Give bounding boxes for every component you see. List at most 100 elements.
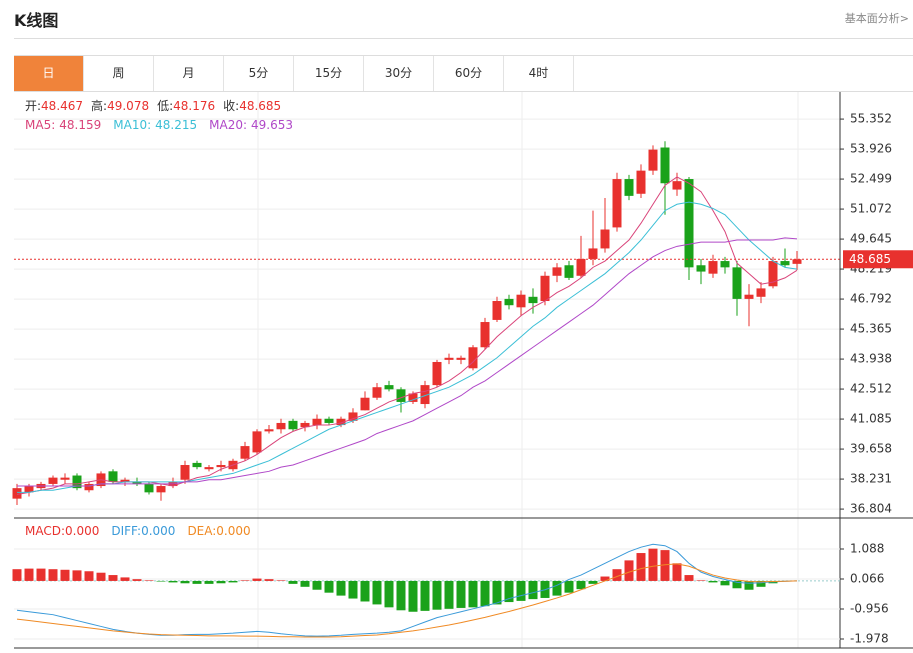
period-tab[interactable]: 30分: [364, 56, 434, 91]
macd-bar: [648, 548, 658, 581]
macd-bar: [60, 569, 70, 581]
candle-body: [708, 261, 718, 274]
legend-item: MA20:: [209, 118, 247, 132]
candle-body: [12, 488, 22, 499]
candle-body: [60, 477, 70, 480]
macd-bar: [264, 579, 274, 581]
legend-item: 48.685: [239, 99, 281, 113]
candle-body: [84, 483, 94, 491]
macd-bar: [504, 580, 514, 603]
legend-item: DEA:0.000: [187, 524, 250, 538]
macd-bar: [672, 563, 682, 581]
macd-bar: [408, 580, 418, 612]
macd-bar: [252, 578, 262, 581]
candle-body: [336, 418, 346, 426]
candle-body: [132, 481, 142, 484]
candle-body: [648, 149, 658, 171]
macd-bar: [696, 580, 706, 581]
period-tab[interactable]: 60分: [434, 56, 504, 91]
macd-bar: [456, 580, 466, 608]
candle-body: [744, 294, 754, 299]
legend-item: 48.159: [59, 118, 101, 132]
period-tab[interactable]: 周: [84, 56, 154, 91]
macd-bar: [348, 580, 358, 599]
macd-bar: [276, 580, 286, 581]
candle-body: [768, 261, 778, 287]
candle-body: [504, 298, 514, 306]
period-tab[interactable]: 4时: [504, 56, 574, 91]
macd-bar: [288, 580, 298, 584]
candle-body: [588, 248, 598, 259]
macd-bar: [468, 580, 478, 608]
candle-body: [552, 267, 562, 276]
macd-bar: [108, 575, 118, 581]
y-tick-label: 39.658: [850, 442, 892, 456]
period-tab[interactable]: 月: [154, 56, 224, 91]
macd-bar: [612, 569, 622, 581]
candle-body: [348, 412, 358, 421]
y-tick-label: 49.645: [850, 232, 892, 246]
legend-item: 48.176: [173, 99, 215, 113]
macd-bar: [324, 580, 334, 593]
macd-bar: [720, 580, 730, 586]
candle-body: [108, 471, 118, 482]
diff-line: [16, 543, 798, 637]
macd-bar: [372, 580, 382, 605]
y-tick-label: 42.512: [850, 382, 892, 396]
macd-bar: [228, 580, 238, 583]
candle-body: [252, 431, 262, 453]
macd-bar: [72, 570, 82, 581]
candle-body: [492, 301, 502, 320]
candle-body: [732, 267, 742, 299]
y-tick-label: 45.365: [850, 322, 892, 336]
macd-bar: [156, 580, 166, 582]
y-tick-label: 46.792: [850, 292, 892, 306]
candle-body: [780, 261, 790, 266]
macd-bar: [588, 580, 598, 584]
macd-bar: [708, 580, 718, 583]
candle-body: [360, 397, 370, 411]
candle-body: [300, 422, 310, 428]
legend-item: 收:: [223, 99, 239, 113]
period-tabs: 日周月 5分 15分 30分 60分 4时: [14, 55, 913, 92]
candle-body: [324, 418, 334, 423]
legend-item: 高:: [91, 98, 107, 113]
candle-body: [444, 357, 454, 360]
candle-body: [432, 361, 442, 386]
candle-body: [156, 486, 166, 493]
legend-item: 48.215: [155, 118, 197, 132]
y-tick-label: 1.088: [850, 541, 884, 555]
candle-body: [636, 170, 646, 194]
macd-bar: [576, 580, 586, 590]
candle-body: [516, 294, 526, 308]
divider: [14, 38, 913, 39]
macd-bar: [600, 576, 610, 581]
y-tick-label: -0.956: [850, 601, 889, 615]
legend: 开:48.467 高:49.078 低:48.176 收:48.685: [25, 98, 281, 113]
legend-item: MA5:: [25, 118, 55, 132]
legend: MACD:0.000 DIFF:0.000 DEA:0.000: [25, 524, 251, 538]
candle-body: [264, 429, 274, 432]
candle-body: [480, 322, 490, 348]
macd-bar: [216, 580, 226, 584]
macd-bar: [240, 580, 250, 581]
macd-bar: [732, 580, 742, 589]
y-tick-label: 38.231: [850, 472, 892, 486]
macd-bar: [660, 550, 670, 581]
macd-bar: [300, 580, 310, 587]
candle-body: [792, 259, 802, 264]
period-tab[interactable]: 15分: [294, 56, 364, 91]
y-tick-label: 36.804: [850, 502, 892, 516]
macd-bar: [564, 580, 574, 593]
macd-bar: [684, 575, 694, 581]
candle-body: [408, 393, 418, 402]
legend-item: 49.653: [251, 118, 293, 132]
period-tab[interactable]: 5分: [224, 56, 294, 91]
period-tab[interactable]: 日: [14, 56, 84, 91]
candle-body: [180, 465, 190, 480]
analysis-link[interactable]: 基本面分析>: [844, 12, 909, 25]
legend-item: 开:: [25, 99, 41, 113]
dea-line: [16, 563, 798, 638]
